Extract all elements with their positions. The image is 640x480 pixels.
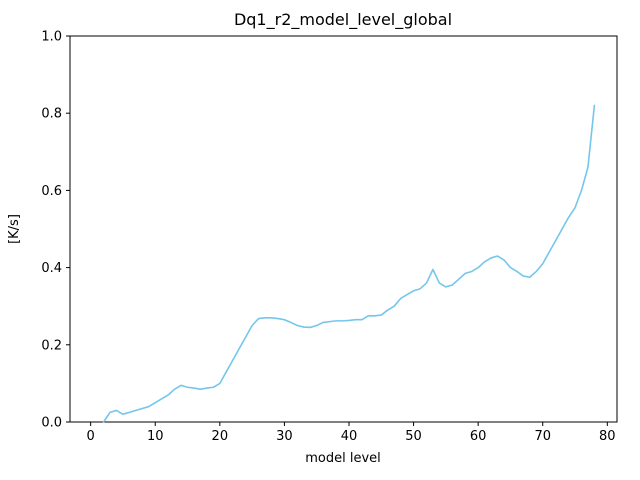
y-tick-label: 0.8	[41, 107, 62, 122]
y-tick-label: 0.2	[41, 338, 62, 353]
x-tick-label: 60	[470, 429, 487, 444]
y-tick-label: 0.6	[41, 184, 62, 199]
x-tick-label: 30	[276, 429, 293, 444]
x-tick-label: 40	[341, 429, 358, 444]
y-tick-label: 0.0	[41, 416, 62, 431]
plot-frame	[69, 35, 618, 423]
x-tick-label: 0	[87, 429, 95, 444]
x-tick-label: 70	[534, 429, 551, 444]
series-line	[102, 104, 596, 423]
data-series	[102, 104, 596, 423]
y-axis-label: [K/s]	[7, 214, 22, 244]
x-tick-label: 50	[405, 429, 422, 444]
x-tick-label: 80	[599, 429, 616, 444]
x-tick-label: 10	[147, 429, 164, 444]
y-tick-label: 0.4	[41, 261, 62, 276]
axis-ticks	[66, 35, 608, 426]
chart-title: Dq1_r2_model_level_global	[234, 10, 452, 30]
y-tick-label: 1.0	[41, 30, 62, 45]
axis-tick-labels: 0 10 20 30 40 50 60 70 80 0.0 0.2 0.4 0.6 0.8 1.0	[41, 30, 615, 445]
x-axis-label: model level	[305, 451, 381, 466]
x-tick-label: 20	[212, 429, 229, 444]
